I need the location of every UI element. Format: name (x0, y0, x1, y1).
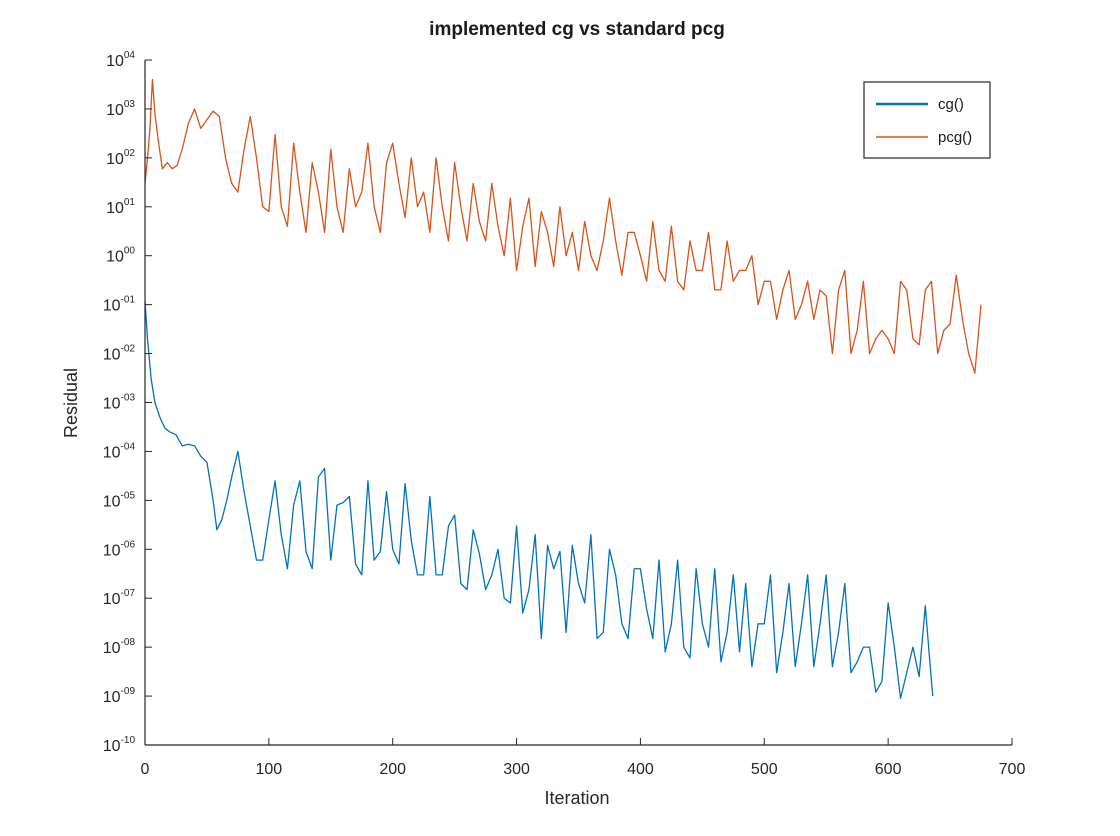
x-axis: 0 100 200 300 400 500 600 700 (141, 738, 1026, 778)
y-tick-label: 10-04 (103, 441, 136, 461)
y-tick-label: 10-08 (103, 637, 136, 657)
series-line-pcg (145, 78, 982, 374)
x-tick-label: 100 (256, 761, 283, 778)
y-tick-label: 10-10 (103, 735, 136, 755)
x-axis-label: Iteration (544, 788, 609, 808)
series-line-cg (145, 300, 934, 699)
y-tick-label: 10-07 (103, 588, 136, 608)
x-tick-label: 400 (627, 761, 654, 778)
y-tick-label: 10-03 (103, 393, 136, 413)
legend: cg() pcg() (863, 81, 991, 159)
y-tick-label: 10-09 (103, 686, 136, 706)
y-tick-label: 1000 (106, 246, 135, 266)
y-tick-label: 10-01 (103, 295, 136, 315)
x-tick-label: 500 (751, 761, 778, 778)
y-axis: 10-10 10-09 10-08 10-07 10-06 10-05 10-04 10-03… (103, 50, 152, 755)
y-tick-label: 1003 (106, 99, 135, 119)
x-tick-label: 600 (875, 761, 902, 778)
legend-label: pcg() (938, 129, 972, 146)
x-tick-label: 200 (379, 761, 406, 778)
x-tick-label: 0 (141, 761, 150, 778)
chart-title: implemented cg vs standard pcg (429, 19, 725, 40)
legend-label: cg() (938, 96, 964, 113)
x-tick-label: 700 (999, 761, 1026, 778)
y-tick-label: 10-06 (103, 539, 136, 559)
y-tick-label: 1001 (106, 197, 135, 217)
y-tick-label: 1004 (106, 50, 135, 70)
legend-box (863, 81, 991, 159)
y-tick-label: 10-05 (103, 490, 136, 510)
y-axis-label: Residual (61, 368, 81, 438)
plot-area (145, 78, 982, 699)
y-tick-label: 1002 (106, 148, 135, 168)
y-tick-label: 10-02 (103, 344, 136, 364)
x-tick-label: 300 (503, 761, 530, 778)
